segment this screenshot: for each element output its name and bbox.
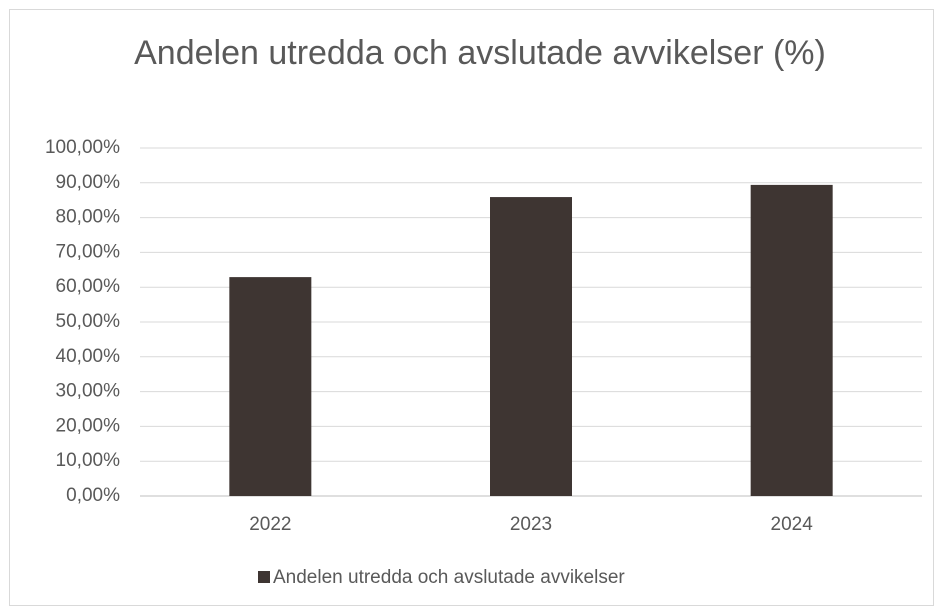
y-tick-label: 100,00% (45, 137, 120, 158)
x-tick-label: 2022 (249, 514, 291, 535)
legend-swatch (258, 571, 270, 583)
x-tick-label: 2024 (771, 514, 814, 535)
y-tick-label: 50,00% (56, 311, 121, 332)
y-tick-label: 0,00% (66, 485, 120, 506)
y-tick-label: 80,00% (56, 207, 121, 228)
y-tick-label: 20,00% (56, 415, 121, 436)
chart-title: Andelen utredda och avslutade avvikelser… (134, 34, 826, 72)
bar (490, 197, 572, 496)
y-tick-label: 60,00% (56, 276, 121, 297)
y-tick-label: 30,00% (56, 381, 121, 402)
y-tick-label: 90,00% (56, 172, 121, 193)
bar (750, 184, 833, 496)
x-tick-label: 2023 (510, 514, 552, 535)
legend-label: Andelen utredda och avslutade avvikelser (273, 567, 625, 588)
y-tick-label: 70,00% (56, 241, 121, 262)
y-tick-label: 10,00% (56, 450, 121, 471)
y-tick-label: 40,00% (56, 346, 121, 367)
bar (229, 277, 312, 496)
